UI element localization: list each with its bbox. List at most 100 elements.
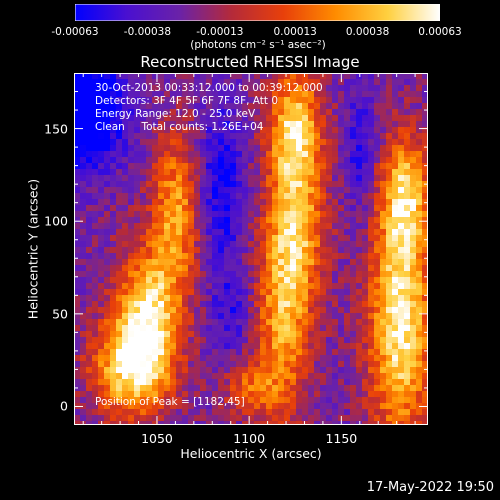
- heatmap-cell: [374, 223, 381, 230]
- heatmap-cell: [164, 91, 171, 98]
- heatmap-cell: [128, 403, 135, 410]
- heatmap-cell: [212, 379, 219, 386]
- heatmap-cell: [140, 421, 147, 425]
- heatmap-cell: [176, 187, 183, 194]
- heatmap-cell: [152, 277, 159, 284]
- heatmap-cell: [284, 223, 291, 230]
- heatmap-cell: [254, 199, 261, 206]
- heatmap-cell: [116, 415, 123, 422]
- heatmap-cell: [362, 349, 369, 356]
- heatmap-cell: [86, 229, 93, 236]
- heatmap-cell: [218, 223, 225, 230]
- heatmap-cell: [110, 295, 117, 302]
- heatmap-cell: [380, 277, 387, 284]
- heatmap-cell: [350, 79, 357, 86]
- heatmap-cell: [92, 367, 99, 374]
- heatmap-cell: [182, 193, 189, 200]
- heatmap-cell: [128, 91, 135, 98]
- heatmap-cell: [278, 175, 285, 182]
- heatmap-cell: [188, 283, 195, 290]
- heatmap-cell: [146, 97, 153, 104]
- heatmap-cell: [200, 193, 207, 200]
- heatmap-cell: [320, 289, 327, 296]
- heatmap-cell: [164, 79, 171, 86]
- heatmap-cell: [284, 133, 291, 140]
- heatmap-cell: [260, 223, 267, 230]
- heatmap-cell: [422, 223, 428, 230]
- heatmap-cell: [140, 139, 147, 146]
- heatmap-cell: [206, 235, 213, 242]
- heatmap-cell: [314, 391, 321, 398]
- heatmap-cell: [374, 193, 381, 200]
- heatmap-cell: [158, 73, 165, 80]
- heatmap-cell: [290, 103, 297, 110]
- heatmap-cell: [344, 205, 351, 212]
- heatmap-cell: [410, 133, 417, 140]
- heatmap-cell: [272, 403, 279, 410]
- heatmap-cell: [80, 163, 87, 170]
- heatmap-cell: [320, 175, 327, 182]
- heatmap-cell: [368, 217, 375, 224]
- heatmap-cell: [308, 265, 315, 272]
- heatmap-cell: [326, 127, 333, 134]
- heatmap-cell: [152, 85, 159, 92]
- heatmap-cell: [308, 199, 315, 206]
- heatmap-cell: [266, 259, 273, 266]
- heatmap-cell: [224, 331, 231, 338]
- heatmap-cell: [296, 103, 303, 110]
- heatmap-cell: [374, 343, 381, 350]
- heatmap-cell: [164, 175, 171, 182]
- heatmap-cell: [158, 175, 165, 182]
- heatmap-cell: [152, 301, 159, 308]
- heatmap-cell: [296, 91, 303, 98]
- heatmap-cell: [218, 373, 225, 380]
- heatmap-cell: [326, 379, 333, 386]
- heatmap-cell: [200, 265, 207, 272]
- heatmap-cell: [404, 157, 411, 164]
- heatmap-cell: [230, 307, 237, 314]
- heatmap-cell: [308, 307, 315, 314]
- heatmap-cell: [74, 361, 81, 368]
- heatmap-cell: [368, 349, 375, 356]
- heatmap-cell: [206, 181, 213, 188]
- heatmap-cell: [278, 187, 285, 194]
- heatmap-cell: [254, 385, 261, 392]
- heatmap-cell: [290, 175, 297, 182]
- heatmap-cell: [140, 241, 147, 248]
- heatmap-cell: [416, 175, 423, 182]
- heatmap-cell: [170, 319, 177, 326]
- heatmap-cell: [338, 217, 345, 224]
- heatmap-cell: [332, 85, 339, 92]
- heatmap-cell: [422, 283, 428, 290]
- heatmap-cell: [170, 265, 177, 272]
- heatmap-cell: [332, 391, 339, 398]
- heatmap-cell: [218, 331, 225, 338]
- heatmap-cell: [176, 253, 183, 260]
- heatmap-cell: [332, 103, 339, 110]
- heatmap-cell: [416, 295, 423, 302]
- heatmap-cell: [398, 199, 405, 206]
- heatmap-cell: [344, 265, 351, 272]
- heatmap-cell: [206, 247, 213, 254]
- heatmap-cell: [158, 331, 165, 338]
- heatmap-cell: [266, 163, 273, 170]
- heatmap-cell: [170, 199, 177, 206]
- heatmap-cell: [80, 367, 87, 374]
- heatmap-cell: [362, 73, 369, 80]
- heatmap-cell: [374, 379, 381, 386]
- heatmap-cell: [212, 181, 219, 188]
- heatmap-cell: [386, 103, 393, 110]
- heatmap-cell: [380, 259, 387, 266]
- heatmap-cell: [422, 349, 428, 356]
- heatmap-cell: [410, 109, 417, 116]
- heatmap-cell: [236, 373, 243, 380]
- heatmap-cell: [200, 361, 207, 368]
- heatmap-cell: [266, 331, 273, 338]
- heatmap-cell: [386, 193, 393, 200]
- heatmap-cell: [266, 391, 273, 398]
- heatmap-cell: [236, 367, 243, 374]
- heatmap-cell: [284, 397, 291, 404]
- heatmap-cell: [308, 301, 315, 308]
- heatmap-cell: [368, 403, 375, 410]
- heatmap-cell: [200, 229, 207, 236]
